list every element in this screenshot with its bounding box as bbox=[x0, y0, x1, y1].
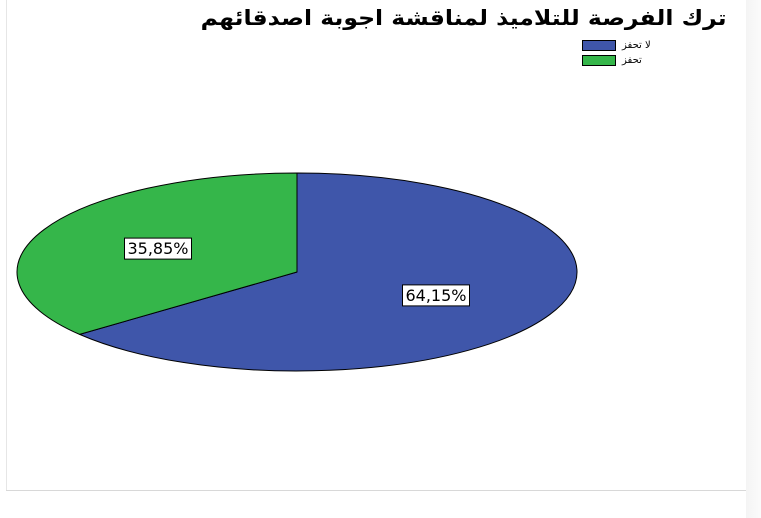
chart-legend: لا تحفز تحفز bbox=[582, 38, 651, 68]
pie-slice-0 bbox=[79, 172, 578, 372]
legend-label-0: لا تحفز bbox=[622, 39, 651, 51]
data-label-box-1 bbox=[124, 237, 192, 260]
data-label-0: 64,15% bbox=[402, 284, 470, 307]
legend-item-1: تحفز bbox=[582, 53, 651, 67]
canvas-bottom-border bbox=[6, 490, 746, 491]
legend-item-0: لا تحفز bbox=[582, 38, 651, 52]
legend-swatch-1 bbox=[582, 54, 616, 66]
legend-label-1: تحفز bbox=[622, 54, 642, 66]
data-label-box-0 bbox=[402, 284, 470, 307]
data-label-1: 35,85% bbox=[124, 237, 192, 260]
canvas-left-border bbox=[6, 0, 7, 490]
chart-title: ترك الفرصة للتلاميذ لمناقشة اجوبة اصدقائ… bbox=[201, 6, 727, 30]
canvas-right-edge bbox=[746, 0, 761, 518]
data-label-text-0: 64,15% bbox=[405, 286, 466, 305]
data-label-text-1: 35,85% bbox=[127, 239, 188, 258]
legend-swatch-0 bbox=[582, 39, 616, 51]
